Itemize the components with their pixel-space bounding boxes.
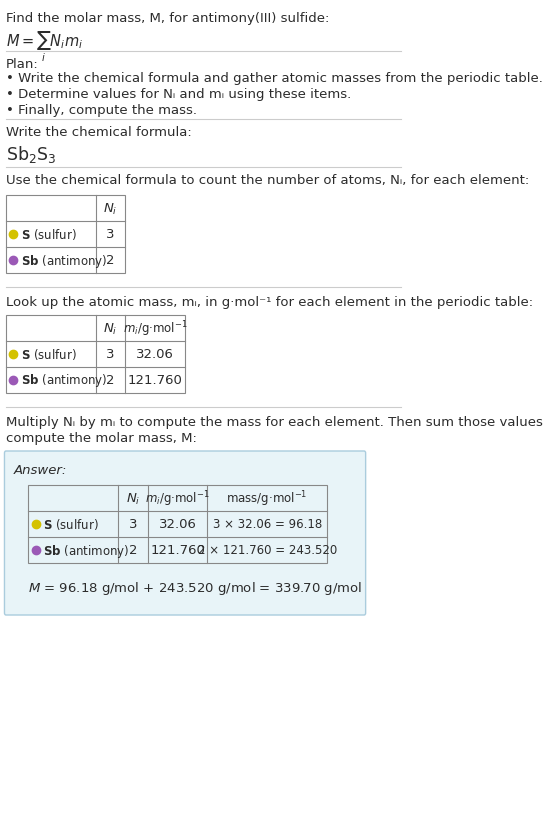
Text: Write the chemical formula:: Write the chemical formula: [6,126,192,139]
Text: Answer:: Answer: [14,464,67,477]
Text: 2: 2 [106,374,114,387]
Text: $N_i$: $N_i$ [125,491,140,506]
Text: 32.06: 32.06 [159,518,197,531]
Text: $M$ = 96.18 g/mol + 243.520 g/mol = 339.70 g/mol: $M$ = 96.18 g/mol + 243.520 g/mol = 339.… [28,579,362,596]
Text: Multiply Nᵢ by mᵢ to compute the mass for each element. Then sum those values to: Multiply Nᵢ by mᵢ to compute the mass fo… [6,415,545,428]
Text: 3: 3 [106,348,114,361]
Text: • Write the chemical formula and gather atomic masses from the periodic table.: • Write the chemical formula and gather … [6,72,543,85]
Text: $M = \sum_i N_i m_i$: $M = \sum_i N_i m_i$ [6,30,83,64]
Text: Plan:: Plan: [6,58,39,71]
Text: $\mathbf{S}$ (sulfur): $\mathbf{S}$ (sulfur) [21,227,76,242]
Text: 2: 2 [129,544,137,557]
Text: Find the molar mass, M, for antimony(III) sulfide:: Find the molar mass, M, for antimony(III… [6,12,329,25]
Text: $m_i$/g·mol$^{-1}$: $m_i$/g·mol$^{-1}$ [123,319,187,338]
Text: 32.06: 32.06 [136,348,174,361]
Text: 2: 2 [106,254,114,267]
Text: $\mathbf{S}$ (sulfur): $\mathbf{S}$ (sulfur) [21,347,76,362]
Text: 3: 3 [129,518,137,531]
Bar [6,196,125,274]
Text: $N_i$: $N_i$ [103,201,118,216]
Text: mass/g·mol$^{-1}$: mass/g·mol$^{-1}$ [226,489,308,508]
Text: $\mathbf{Sb}$ (antimony): $\mathbf{Sb}$ (antimony) [21,252,107,269]
Bar [6,315,185,393]
Text: $N_i$: $N_i$ [103,321,118,336]
Text: $\mathbf{Sb}$ (antimony): $\mathbf{Sb}$ (antimony) [21,372,107,389]
Text: 121.760: 121.760 [128,374,183,387]
Text: $\mathbf{S}$ (sulfur): $\mathbf{S}$ (sulfur) [43,517,99,532]
Text: 121.760: 121.760 [150,544,205,557]
Text: Use the chemical formula to count the number of atoms, Nᵢ, for each element:: Use the chemical formula to count the nu… [6,174,529,187]
Text: $m_i$/g·mol$^{-1}$: $m_i$/g·mol$^{-1}$ [146,489,210,508]
FancyBboxPatch shape [4,451,366,615]
Text: 3 × 32.06 = 96.18: 3 × 32.06 = 96.18 [213,518,322,531]
Text: $\mathrm{Sb_2S_3}$: $\mathrm{Sb_2S_3}$ [6,144,56,165]
Text: • Finally, compute the mass.: • Finally, compute the mass. [6,104,197,117]
Text: 2 × 121.760 = 243.520: 2 × 121.760 = 243.520 [197,544,337,557]
Text: 3: 3 [106,229,114,242]
Text: • Determine values for Nᵢ and mᵢ using these items.: • Determine values for Nᵢ and mᵢ using t… [6,88,351,101]
Text: compute the molar mass, M:: compute the molar mass, M: [6,432,197,445]
Bar [28,486,327,563]
Text: $\mathbf{Sb}$ (antimony): $\mathbf{Sb}$ (antimony) [43,542,130,559]
Text: Look up the atomic mass, mᵢ, in g·mol⁻¹ for each element in the periodic table:: Look up the atomic mass, mᵢ, in g·mol⁻¹ … [6,296,533,309]
